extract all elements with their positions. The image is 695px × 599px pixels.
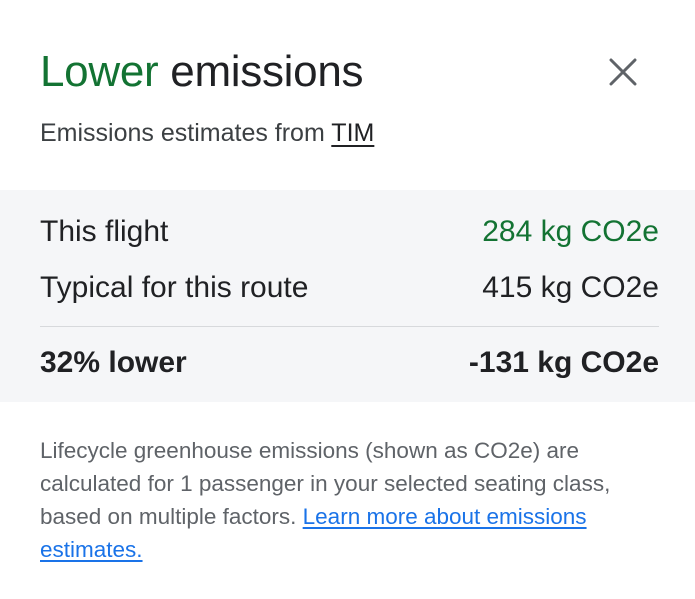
row-label-typical-route: Typical for this route	[40, 271, 309, 304]
dialog-title: Lower emissions	[40, 46, 655, 98]
comparison-row-difference: 32% lower -131 kg CO2e	[40, 343, 659, 383]
row-value-typical-route: 415 kg CO2e	[482, 271, 659, 304]
title-accent-word: Lower	[40, 47, 159, 96]
comparison-row-typical-route: Typical for this route 415 kg CO2e	[40, 268, 659, 308]
row-label-this-flight: This flight	[40, 215, 169, 248]
row-value-difference: -131 kg CO2e	[468, 346, 659, 379]
subtitle: Emissions estimates from TIM	[40, 116, 374, 150]
comparison-row-this-flight: This flight 284 kg CO2e	[40, 212, 659, 252]
footnote-text: Lifecycle greenhouse emissions (shown as…	[40, 438, 611, 529]
close-icon	[609, 58, 637, 86]
tim-link[interactable]: TIM	[331, 119, 375, 147]
subtitle-prefix: Emissions estimates from	[40, 119, 325, 147]
row-label-difference: 32% lower	[40, 346, 187, 379]
row-value-this-flight: 284 kg CO2e	[482, 215, 659, 248]
close-button[interactable]	[601, 50, 645, 94]
footnote: Lifecycle greenhouse emissions (shown as…	[40, 434, 670, 566]
learn-more-link[interactable]: Learn more about emissions estimates.	[40, 504, 587, 562]
divider	[40, 326, 659, 327]
emissions-comparison-panel: This flight 284 kg CO2e Typical for this…	[0, 190, 695, 402]
dialog-header: Lower emissions	[40, 46, 655, 106]
title-rest-word: emissions	[170, 47, 364, 96]
